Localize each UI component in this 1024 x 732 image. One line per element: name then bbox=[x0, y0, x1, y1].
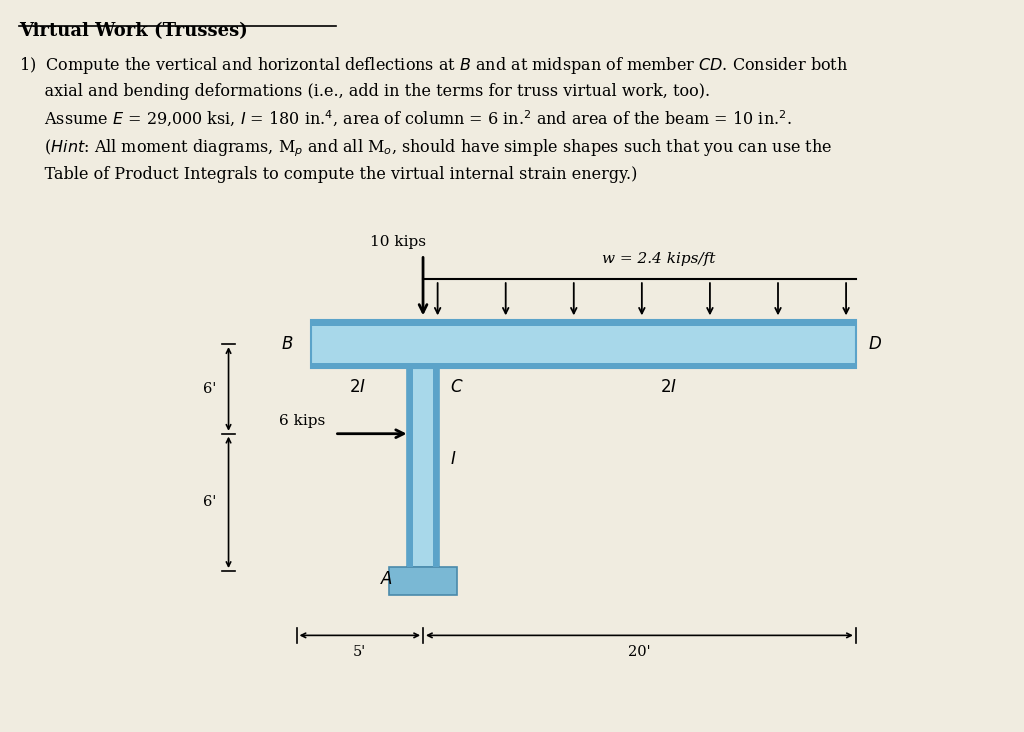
Bar bbox=[408, 351, 414, 567]
Text: w = 2.4 kips/ft: w = 2.4 kips/ft bbox=[602, 252, 716, 266]
Text: $A$: $A$ bbox=[380, 571, 393, 588]
Text: $C$: $C$ bbox=[451, 379, 464, 396]
Text: $2I$: $2I$ bbox=[660, 379, 677, 396]
Text: $I$: $I$ bbox=[451, 451, 457, 468]
Text: 20': 20' bbox=[628, 645, 650, 659]
Text: 5': 5' bbox=[353, 645, 367, 659]
Text: $2I$: $2I$ bbox=[349, 379, 366, 396]
Text: Virtual Work (Trusses): Virtual Work (Trusses) bbox=[19, 22, 248, 40]
Bar bbox=[433, 351, 438, 567]
Text: 6': 6' bbox=[204, 382, 217, 396]
Bar bbox=[311, 321, 856, 368]
Bar bbox=[311, 321, 856, 326]
Bar bbox=[389, 567, 457, 595]
Bar bbox=[408, 351, 438, 567]
Text: $D$: $D$ bbox=[868, 336, 883, 353]
Text: 10 kips: 10 kips bbox=[370, 235, 426, 249]
Text: $B$: $B$ bbox=[282, 336, 294, 353]
Text: 6 kips: 6 kips bbox=[279, 414, 325, 427]
Text: 6': 6' bbox=[204, 496, 217, 509]
Text: 1)  Compute the vertical and horizontal deflections at $B$ and at midspan of mem: 1) Compute the vertical and horizontal d… bbox=[19, 55, 849, 183]
Bar bbox=[311, 363, 856, 368]
